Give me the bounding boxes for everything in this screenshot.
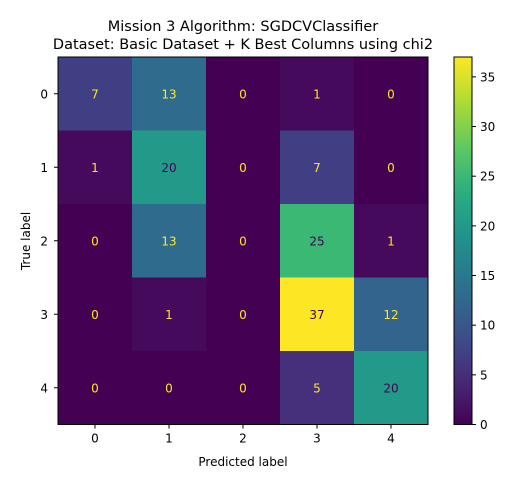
y-axis-label: True label xyxy=(19,212,33,271)
y-tick-label: 2 xyxy=(40,234,48,248)
cell-value-label: 1 xyxy=(165,308,173,322)
cell-value-label: 13 xyxy=(161,234,176,248)
chart-title-line2: Dataset: Basic Dataset + K Best Columns … xyxy=(53,37,433,53)
x-tick-label: 2 xyxy=(239,432,247,446)
colorbar-tick-label: 20 xyxy=(480,219,495,233)
colorbar-tick-label: 0 xyxy=(480,418,488,432)
cell-value-label: 0 xyxy=(91,381,99,395)
cell-value-label: 0 xyxy=(239,308,247,322)
x-tick-label: 3 xyxy=(313,432,321,446)
cell-value-label: 20 xyxy=(383,381,398,395)
colorbar xyxy=(454,57,472,425)
x-tick-label: 0 xyxy=(91,432,99,446)
cell-value-label: 1 xyxy=(313,87,321,101)
y-tick-label: 0 xyxy=(40,87,48,101)
cell-value-label: 12 xyxy=(383,308,398,322)
cell-value-label: 1 xyxy=(387,234,395,248)
cell-value-label: 0 xyxy=(239,234,247,248)
colorbar-ticks: 0 5 10 15 20 25 30 35 xyxy=(472,70,495,432)
cell-value-label: 37 xyxy=(309,308,324,322)
cell-value-label: 20 xyxy=(161,161,176,175)
cell-value-label: 0 xyxy=(239,381,247,395)
colorbar-tick-label: 25 xyxy=(480,170,495,184)
cell-value-label: 7 xyxy=(91,87,99,101)
x-axis-label: Predicted label xyxy=(198,455,287,469)
cell-value-label: 7 xyxy=(313,161,321,175)
y-axis-ticks: 0 1 2 3 4 xyxy=(40,87,58,395)
chart-title-line1: Mission 3 Algorithm: SGDCVClassifier xyxy=(108,19,379,35)
colorbar-tick-label: 5 xyxy=(480,368,488,382)
colorbar-tick-label: 15 xyxy=(480,269,495,283)
colorbar-tick-label: 30 xyxy=(480,120,495,134)
cell-value-label: 1 xyxy=(91,161,99,175)
x-tick-label: 1 xyxy=(165,432,173,446)
cell-value-label: 0 xyxy=(387,161,395,175)
cell-value-label: 5 xyxy=(313,381,321,395)
cell-value-label: 13 xyxy=(161,87,176,101)
cell-value-label: 25 xyxy=(309,234,324,248)
cell-value-label: 0 xyxy=(239,161,247,175)
cell-value-label: 0 xyxy=(165,381,173,395)
y-tick-label: 4 xyxy=(40,381,48,395)
x-tick-label: 4 xyxy=(387,432,395,446)
y-tick-label: 3 xyxy=(40,308,48,322)
x-axis-ticks: 0 1 2 3 4 xyxy=(91,425,395,446)
y-tick-label: 1 xyxy=(40,161,48,175)
colorbar-tick-label: 35 xyxy=(480,70,495,84)
colorbar-tick-label: 10 xyxy=(480,319,495,333)
cell-value-label: 0 xyxy=(91,234,99,248)
cell-value-label: 0 xyxy=(387,87,395,101)
cell-value-label: 0 xyxy=(239,87,247,101)
cell-value-label: 0 xyxy=(91,308,99,322)
